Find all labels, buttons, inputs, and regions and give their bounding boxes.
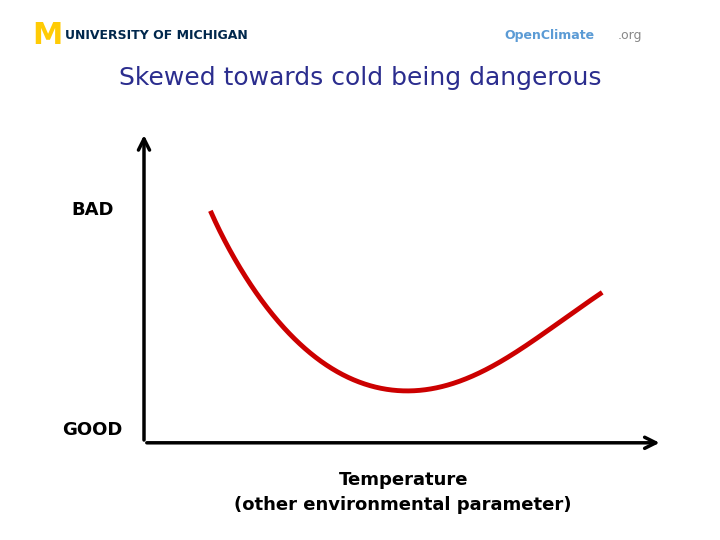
Text: Temperature: Temperature [338, 471, 468, 489]
Text: (other environmental parameter): (other environmental parameter) [235, 496, 572, 514]
Text: OpenClimate: OpenClimate [504, 29, 594, 42]
Text: BAD: BAD [71, 201, 114, 219]
Text: Skewed towards cold being dangerous: Skewed towards cold being dangerous [119, 66, 601, 90]
Text: .org: .org [618, 29, 642, 42]
Text: GOOD: GOOD [62, 421, 122, 440]
Text: M: M [32, 21, 63, 50]
Text: UNIVERSITY OF MICHIGAN: UNIVERSITY OF MICHIGAN [65, 29, 248, 42]
